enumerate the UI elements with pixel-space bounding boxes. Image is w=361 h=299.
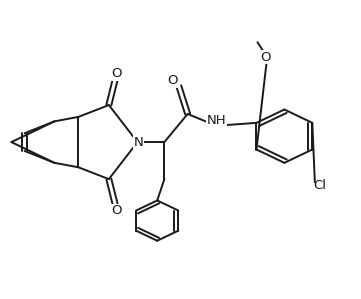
Text: N: N bbox=[133, 135, 143, 149]
Text: O: O bbox=[167, 74, 178, 87]
Text: O: O bbox=[111, 67, 121, 80]
Text: NH: NH bbox=[206, 114, 226, 127]
Text: O: O bbox=[111, 204, 121, 217]
Text: O: O bbox=[260, 51, 270, 64]
Text: Cl: Cl bbox=[314, 179, 327, 192]
